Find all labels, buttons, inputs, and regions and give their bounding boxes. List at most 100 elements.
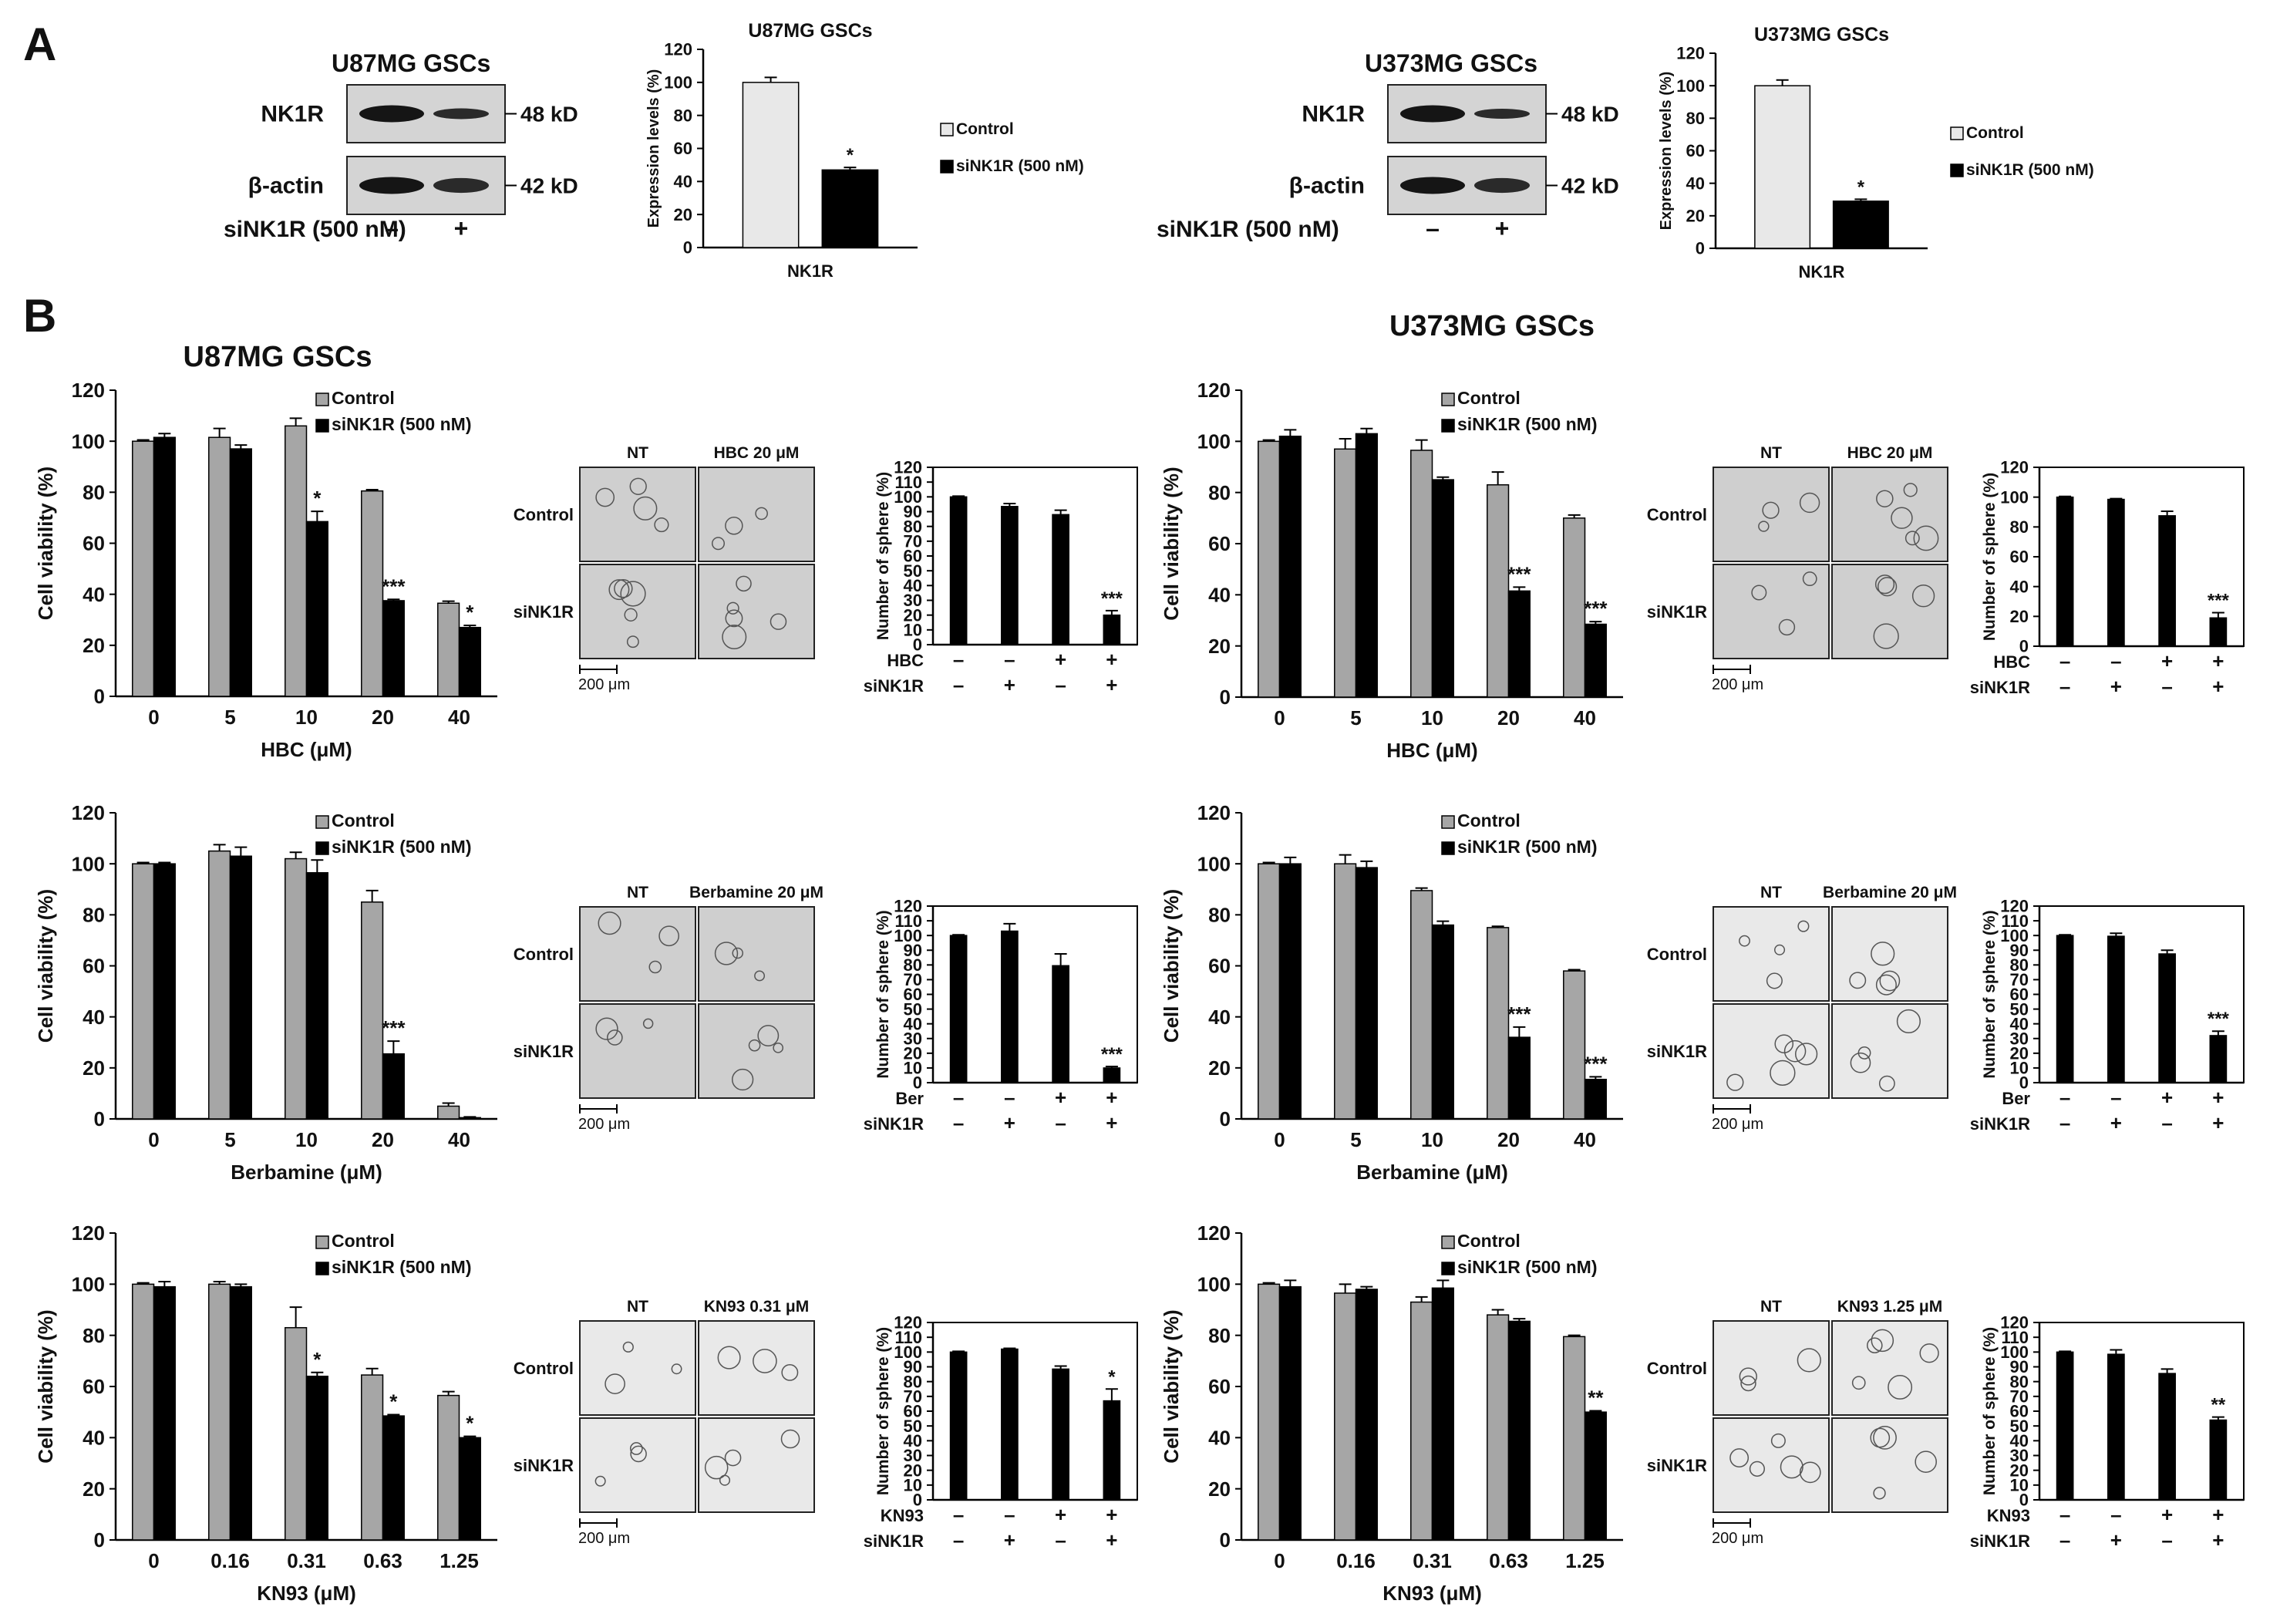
y-tick-label: 120	[1197, 801, 1231, 824]
sphere	[1871, 1329, 1894, 1353]
bar	[1258, 440, 1281, 698]
sphere	[1896, 1009, 1921, 1034]
y-tick-label: 10	[2010, 1476, 2029, 1495]
bar	[1754, 85, 1811, 249]
bar	[1103, 1400, 1121, 1501]
sphere	[780, 1429, 800, 1449]
sphere	[1849, 972, 1867, 989]
y-tick-label: 30	[904, 591, 922, 610]
y-tick-label: 80	[2010, 955, 2029, 975]
bar	[1487, 1314, 1510, 1541]
sphere	[1729, 1448, 1750, 1467]
legend-swatch	[1441, 1235, 1455, 1249]
micrograph-row-label: siNK1R	[1647, 1456, 1707, 1475]
significance-mark: ***	[382, 1016, 406, 1039]
bar	[1507, 1036, 1531, 1120]
sphere	[753, 1349, 777, 1373]
significance-mark: **	[1588, 1386, 1604, 1410]
legend-swatch	[1950, 163, 1964, 177]
micrograph-image	[579, 1320, 696, 1416]
y-tick-label: 20	[1208, 1477, 1231, 1501]
x-tick-label: 1.25	[439, 1549, 479, 1572]
western-blot-title-u373: U373MG GSCs	[1365, 49, 1537, 77]
micrograph-image	[1831, 467, 1948, 562]
significance-mark: *	[466, 601, 474, 624]
y-tick-label: 40	[83, 1006, 105, 1029]
y-tick-label: 0	[1696, 239, 1705, 258]
sphere	[1888, 1375, 1913, 1400]
y-tick-label: 80	[2010, 1372, 2029, 1391]
legend-label: Control	[956, 120, 1014, 138]
legend-label: siNK1R (500 nM)	[332, 414, 471, 434]
legend-swatch	[315, 393, 329, 406]
bar	[2158, 1373, 2176, 1501]
sphere	[1739, 935, 1750, 947]
sphere	[595, 1017, 618, 1040]
y-axis-label: Number of sphere (%)	[874, 910, 892, 1078]
sphere	[607, 1029, 623, 1046]
treatment-label: siNK1R	[864, 676, 924, 696]
treatment-mark: +	[1004, 673, 1015, 696]
lane-mark: –	[1426, 214, 1440, 242]
blot-band	[1400, 177, 1465, 194]
sphere	[1870, 1427, 1891, 1448]
micrograph-panel-2: Control siNK1R NT HBC 20 μM 200 μm	[1647, 444, 1948, 693]
legend-swatch	[315, 841, 329, 855]
y-tick-label: 60	[2010, 1402, 2029, 1421]
x-tick-label: 1.25	[1565, 1549, 1605, 1572]
x-tick-label: 0	[1274, 706, 1285, 729]
sphere	[1913, 525, 1939, 551]
treatment-mark: +	[2161, 1086, 2173, 1109]
chart-b-u373-hbc-viability: 0 20 40 60 80 100 120 Cell viability (%) 0 5 10 ***…	[1160, 379, 1623, 762]
micrograph-image	[1713, 467, 1830, 562]
micrograph-row-label: siNK1R	[514, 1042, 574, 1061]
micrograph-image	[579, 906, 696, 1002]
y-tick-label: 20	[1686, 207, 1705, 226]
sphere	[1871, 942, 1895, 966]
x-tick-label: 20	[372, 706, 394, 729]
bar	[285, 1326, 308, 1541]
bar	[305, 1375, 328, 1541]
sphere	[711, 537, 726, 551]
sphere	[1911, 585, 1935, 608]
bar	[1355, 867, 1378, 1120]
sphere	[1797, 920, 1810, 932]
x-tick-label: 10	[295, 1128, 318, 1151]
x-tick-label: 0	[148, 1128, 159, 1151]
y-tick-label: 50	[904, 561, 922, 581]
blot-band	[1474, 177, 1530, 194]
y-tick-label: 70	[2010, 1387, 2029, 1407]
treatment-mark: +	[2212, 1111, 2224, 1134]
treatment-mark: +	[1055, 1086, 1066, 1109]
y-tick-label: 80	[83, 480, 105, 504]
sphere	[714, 942, 739, 965]
treatment-mark: +	[2161, 1503, 2173, 1526]
bar	[2209, 617, 2228, 647]
significance-mark: ***	[1101, 1044, 1123, 1065]
bar	[132, 863, 155, 1120]
bar	[382, 1053, 405, 1120]
y-tick-label: 110	[2002, 911, 2029, 931]
micrograph-col-label: NT	[1760, 444, 1782, 462]
sphere	[1919, 1343, 1939, 1363]
y-tick-label: 110	[2002, 1328, 2029, 1347]
y-tick-label: 0	[94, 1528, 105, 1552]
significance-mark: ***	[1101, 588, 1123, 609]
y-axis-label: Cell viability (%)	[34, 889, 57, 1043]
y-tick-label: 80	[1208, 1324, 1231, 1347]
treatment-mark: +	[2110, 1528, 2122, 1552]
y-tick-label: 100	[72, 1272, 105, 1295]
treatment-label: HBC	[1993, 652, 2030, 672]
sphere	[781, 1363, 799, 1381]
y-tick-label: 20	[674, 205, 692, 224]
bar	[2107, 498, 2125, 647]
bar	[285, 857, 308, 1120]
sphere	[770, 613, 787, 630]
x-axis-label: HBC (μM)	[1386, 739, 1477, 762]
x-tick-label: 20	[1497, 1128, 1520, 1151]
sphere	[754, 970, 766, 982]
y-tick-label: 80	[904, 1372, 922, 1391]
